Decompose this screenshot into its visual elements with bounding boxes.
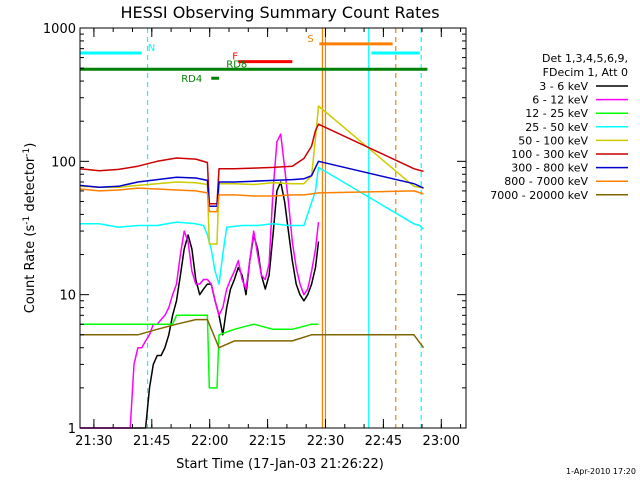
legend-entry-label: 12 - 25 keV — [525, 107, 588, 120]
y-axis-label-part: Count Rate (s — [23, 225, 38, 314]
series-line-2 — [80, 314, 319, 389]
x-tick-label: 22:45 — [365, 434, 402, 449]
legend-entry-label: 7000 - 20000 keV — [490, 189, 588, 202]
x-tick-label: 23:00 — [423, 434, 460, 449]
x-tick-label: 22:00 — [191, 434, 228, 449]
flag-label-n: N — [148, 43, 155, 54]
legend-entry-label: 50 - 100 keV — [518, 134, 588, 147]
legend-entry-label: 3 - 6 keV — [539, 80, 588, 93]
legend-entry-label: 100 - 300 keV — [511, 148, 588, 161]
legend-header-detectors: Det 1,3,4,5,6,9, — [542, 52, 628, 65]
y-axis-label-part: ) — [23, 143, 38, 148]
flag-label-rd4: RD4 — [181, 74, 202, 85]
legend-entry-label: 300 - 800 keV — [511, 162, 588, 175]
x-tick-label: 22:15 — [249, 434, 286, 449]
series-line-4 — [79, 105, 424, 245]
series-line-3 — [80, 166, 425, 285]
y-axis-label-part: -1 — [22, 148, 32, 157]
flag-label-rd8: RD8 — [226, 59, 247, 70]
series-line-0 — [80, 181, 320, 429]
legend: Det 1,3,4,5,6,9,FDecim 1, Att 03 - 6 keV… — [490, 52, 628, 202]
series-line-5 — [79, 123, 424, 205]
legend-header-decimation: FDecim 1, Att 0 — [543, 66, 628, 79]
y-tick-label: 1 — [68, 422, 76, 437]
flag-label-f: F — [232, 52, 238, 63]
footer-timestamp: 1-Apr-2010 17:20 — [566, 467, 636, 476]
y-tick-label: 100 — [51, 155, 76, 170]
series-line-1 — [80, 133, 320, 429]
y-axis-label-part: -1 — [22, 216, 32, 225]
series-line-6 — [79, 160, 424, 208]
legend-entry-label: 800 - 7000 keV — [504, 175, 588, 188]
plot-frame — [79, 27, 467, 429]
chart-title: HESSI Observing Summary Count Rates — [120, 3, 439, 22]
legend-entry-label: 6 - 12 keV — [532, 94, 588, 107]
series-line-7 — [79, 187, 424, 213]
x-tick-label: 22:30 — [307, 434, 344, 449]
x-tick-label: 21:30 — [75, 434, 112, 449]
y-axis-label-part: detector — [23, 156, 38, 216]
legend-entry-label: 25 - 50 keV — [525, 121, 588, 134]
y-axis-label: Count Rate (s-1 detector-1) — [22, 143, 38, 314]
y-tick-label: 1000 — [43, 22, 76, 37]
flag-label-s: S — [307, 34, 313, 45]
y-axis-label-group: Count Rate (s-1 detector-1) — [22, 143, 38, 314]
x-axis-label: Start Time (17-Jan-03 21:26:22) — [176, 457, 384, 472]
x-tick-label: 21:45 — [133, 434, 170, 449]
series-line-8 — [80, 318, 425, 349]
y-tick-label: 10 — [59, 289, 76, 304]
